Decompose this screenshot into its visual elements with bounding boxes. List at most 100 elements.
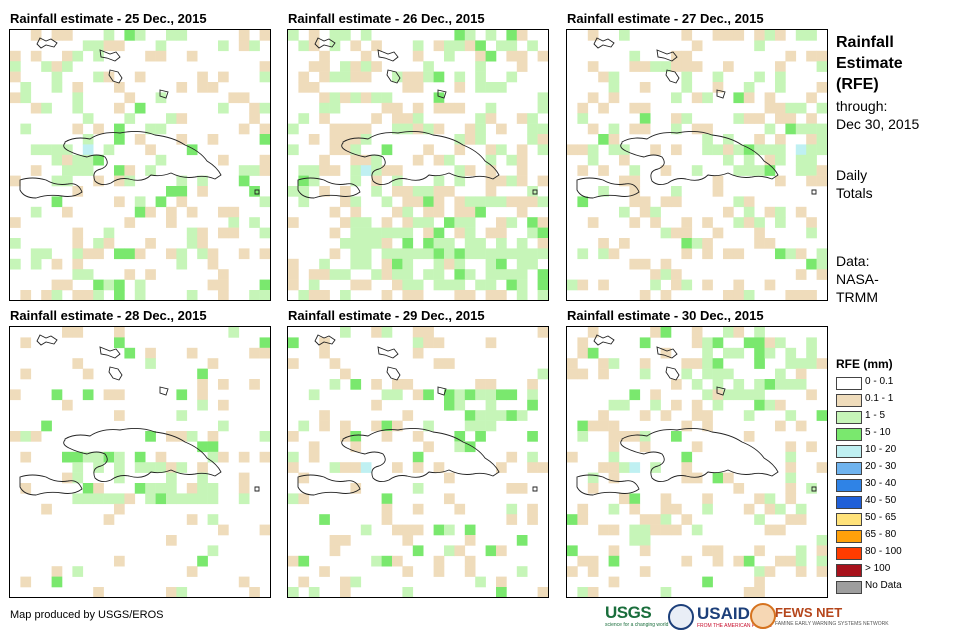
rainfall-map-26-dec [287, 29, 549, 301]
panel-title-30-dec: Rainfall estimate - 30 Dec., 2015 [567, 308, 764, 323]
rainfall-cell [577, 368, 589, 380]
rainfall-cell [619, 206, 630, 218]
rainfall-cell [464, 206, 476, 218]
rainfall-cell [650, 144, 661, 156]
rainfall-cell [496, 248, 507, 260]
rainfall-cell [82, 269, 94, 280]
rainfall-cell [259, 61, 270, 72]
rainfall-cell [298, 472, 310, 484]
rainfall-cell [587, 347, 599, 359]
rainfall-cell [402, 566, 414, 577]
rainfall-cell [308, 175, 320, 187]
rainfall-cell [329, 358, 341, 369]
rainfall-cell [444, 238, 455, 249]
rainfall-cell [691, 441, 703, 453]
rainfall-cell [702, 545, 713, 557]
rainfall-cell [567, 451, 578, 463]
rainfall-cell [537, 248, 548, 260]
coastline-path [716, 89, 726, 99]
rainfall-cell [681, 462, 693, 473]
rainfall-cell [764, 337, 776, 349]
rainfall-cell [82, 154, 94, 166]
legend-swatch [836, 377, 862, 390]
rainfall-cell [619, 30, 630, 41]
rainfall-cell [392, 524, 403, 536]
rainfall-cell [629, 123, 641, 135]
rainfall-cell [218, 524, 229, 536]
rainfall-cell [412, 327, 424, 338]
panel-title-25-dec: Rainfall estimate - 25 Dec., 2015 [10, 11, 207, 26]
rainfall-cell [93, 483, 104, 494]
rainfall-cell [166, 248, 177, 260]
rainfall-cell [329, 92, 341, 104]
rainfall-cell [360, 279, 372, 291]
rainfall-cell [41, 144, 52, 156]
rainfall-cell [671, 186, 682, 197]
rainfall-cell [30, 144, 42, 156]
rainfall-cell [671, 92, 682, 104]
rainfall-cell [114, 472, 125, 484]
rainfall-cell [516, 269, 528, 280]
rainfall-cell [702, 238, 713, 249]
rainfall-cell [795, 123, 807, 135]
legend-swatch [836, 530, 862, 543]
rainfall-cell [629, 535, 641, 546]
rainfall-cells [288, 327, 548, 597]
rainfall-cell [134, 206, 146, 218]
rainfall-cell [608, 71, 620, 83]
rainfall-cell [516, 165, 528, 176]
rainfall-cell [114, 196, 125, 208]
rainfall-cell [629, 175, 641, 187]
rainfall-cell [485, 30, 497, 41]
rainfall-cell [475, 379, 486, 390]
rainfall-cell [249, 347, 260, 359]
rainfall-cell [691, 399, 703, 411]
rainfall-cell [238, 175, 250, 187]
rainfall-cell [733, 379, 745, 390]
rainfall-cell [103, 389, 115, 401]
rainfall-cell [308, 290, 320, 300]
rainfall-cell [702, 144, 713, 156]
rainfall-cell [608, 441, 620, 453]
rainfall-cell [567, 545, 578, 557]
rainfall-cell [444, 493, 455, 505]
rainfall-cell [516, 290, 528, 300]
rainfall-cell [259, 524, 270, 536]
rainfall-cell [598, 165, 609, 176]
rainfall-cell [433, 92, 445, 104]
rainfall-cell [723, 154, 734, 166]
rainfall-cell [340, 30, 351, 41]
rainfall-cell [608, 451, 620, 463]
rainfall-cell [743, 144, 755, 156]
rainfall-cell [51, 279, 63, 291]
rainfall-cell [764, 102, 776, 114]
rainfall-cell [660, 503, 672, 515]
rainfall-cell [259, 165, 270, 176]
rainfall-cell [103, 238, 115, 249]
rainfall-cell [795, 154, 807, 166]
rainfall-cell [723, 472, 734, 484]
rainfall-cell [754, 399, 765, 411]
rainfall-cell [392, 379, 403, 390]
rainfall-cell [629, 503, 641, 515]
rainfall-cell [775, 82, 786, 93]
rainfall-cell [218, 451, 229, 463]
rainfall-cell [806, 227, 817, 239]
rainfall-cell [702, 92, 713, 104]
rainfall-cell [134, 451, 146, 463]
legend-label: 50 - 65 [865, 512, 897, 523]
rainfall-cell [423, 441, 434, 453]
rainfall-cell [197, 399, 208, 411]
rainfall-cell [587, 217, 599, 228]
rainfall-cell [82, 451, 94, 463]
rainfall-cell [423, 123, 434, 135]
rainfall-cell [691, 165, 703, 176]
rainfall-cell [114, 102, 125, 114]
rainfall-cell [485, 102, 497, 114]
rainfall-cell [288, 431, 299, 442]
rainfall-cell [639, 535, 651, 546]
rainfall-cell [567, 514, 578, 525]
rainfall-cell [444, 248, 455, 260]
rainfall-cell [712, 227, 724, 239]
coastline-path [811, 189, 817, 195]
